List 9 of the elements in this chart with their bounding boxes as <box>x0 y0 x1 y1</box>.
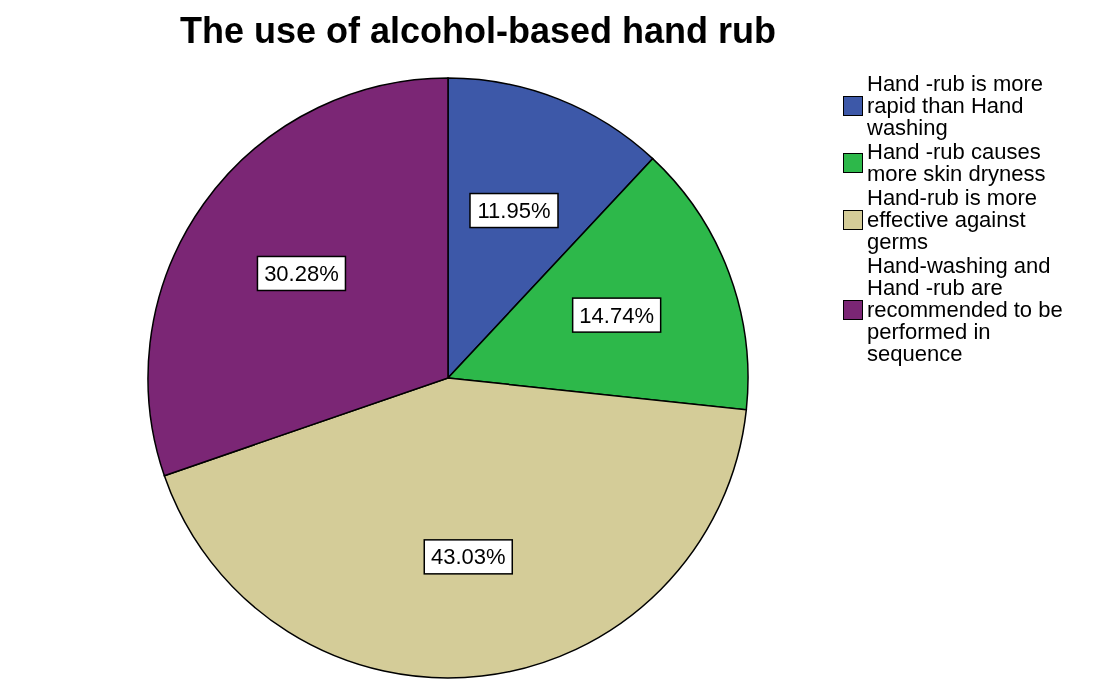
data-label: 43.03% <box>430 544 506 570</box>
legend-label: Hand -rub is more rapid than Hand washing <box>867 71 1045 140</box>
legend-label: Hand-rub is more effective against germs <box>867 185 1037 254</box>
legend-label: Hand-washing and Hand -rub are recommended to be performed in sequence <box>867 253 1064 366</box>
chart-title: The use of alcohol-based hand rub <box>178 10 778 52</box>
data-label: 30.28% <box>264 260 339 286</box>
data-label: 14.74% <box>579 302 654 328</box>
legend-label: Hand -rub causes more skin dryness <box>867 139 1047 186</box>
data-label: 11.95% <box>477 198 551 224</box>
